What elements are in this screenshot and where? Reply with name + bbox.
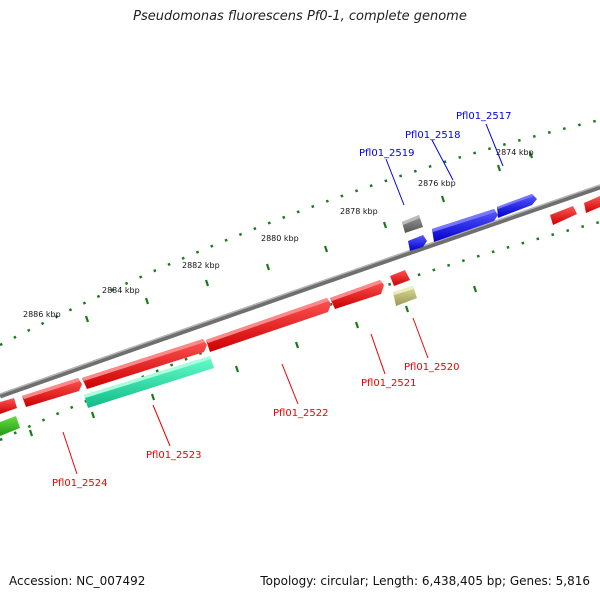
accession-label: Accession: NC_007492 [9, 574, 146, 588]
gene-left-red[interactable] [0, 398, 17, 414]
gene-pfl01-2524[interactable] [22, 378, 82, 407]
feature-olive [393, 286, 417, 306]
gene-pfl01-2523[interactable] [82, 339, 207, 389]
genome-summary: Topology: circular; Length: 6,438,405 bp… [260, 574, 590, 588]
gene-pfl01-2519[interactable] [408, 235, 427, 251]
gene-pfl01-2522[interactable] [206, 298, 331, 352]
tick-label-2882: 2882 kbp [182, 261, 220, 270]
tick-label-2878: 2878 kbp [340, 207, 378, 216]
gene-label-pfl01-2524[interactable]: Pfl01_2524 [52, 478, 108, 489]
gene-label-pfl01-2520[interactable]: Pfl01_2520 [404, 362, 460, 373]
feature-teal [84, 356, 214, 408]
page-title: Pseudomonas fluorescens Pf0-1, complete … [133, 9, 467, 24]
tick-label-2884: 2884 kbp [102, 286, 140, 295]
inner-major-ticks [28, 285, 478, 437]
gene-pfl01-2518[interactable] [432, 209, 498, 242]
gene-label-pfl01-2523[interactable]: Pfl01_2523 [146, 450, 202, 461]
genome-backbone [0, 184, 600, 399]
outer-major-ticks [84, 151, 534, 323]
gene-pfl01-2517[interactable] [497, 194, 537, 218]
outer-tick-ruler [0, 118, 600, 347]
tick-label-2880: 2880 kbp [261, 234, 299, 243]
gene-right-red-1[interactable] [550, 206, 577, 225]
gene-pfl01-2521[interactable] [330, 280, 384, 309]
gene-label-pfl01-2521[interactable]: Pfl01_2521 [361, 378, 417, 389]
feature-gray [402, 215, 423, 233]
gene-right-red-2[interactable] [584, 196, 600, 213]
gene-label-pfl01-2518[interactable]: Pfl01_2518 [405, 130, 461, 141]
gene-pfl01-2520[interactable] [390, 270, 410, 286]
gene-label-pfl01-2517[interactable]: Pfl01_2517 [456, 111, 512, 122]
label-leaders-reverse [62, 317, 429, 475]
gene-label-pfl01-2522[interactable]: Pfl01_2522 [273, 408, 329, 419]
tick-label-2886: 2886 kbp [23, 310, 61, 319]
tick-label-2874: 2874 kbp [496, 148, 534, 157]
feature-green [0, 416, 20, 436]
tick-label-2876: 2876 kbp [418, 179, 456, 188]
gene-label-pfl01-2519[interactable]: Pfl01_2519 [359, 148, 415, 159]
label-leaders-forward [385, 123, 504, 206]
